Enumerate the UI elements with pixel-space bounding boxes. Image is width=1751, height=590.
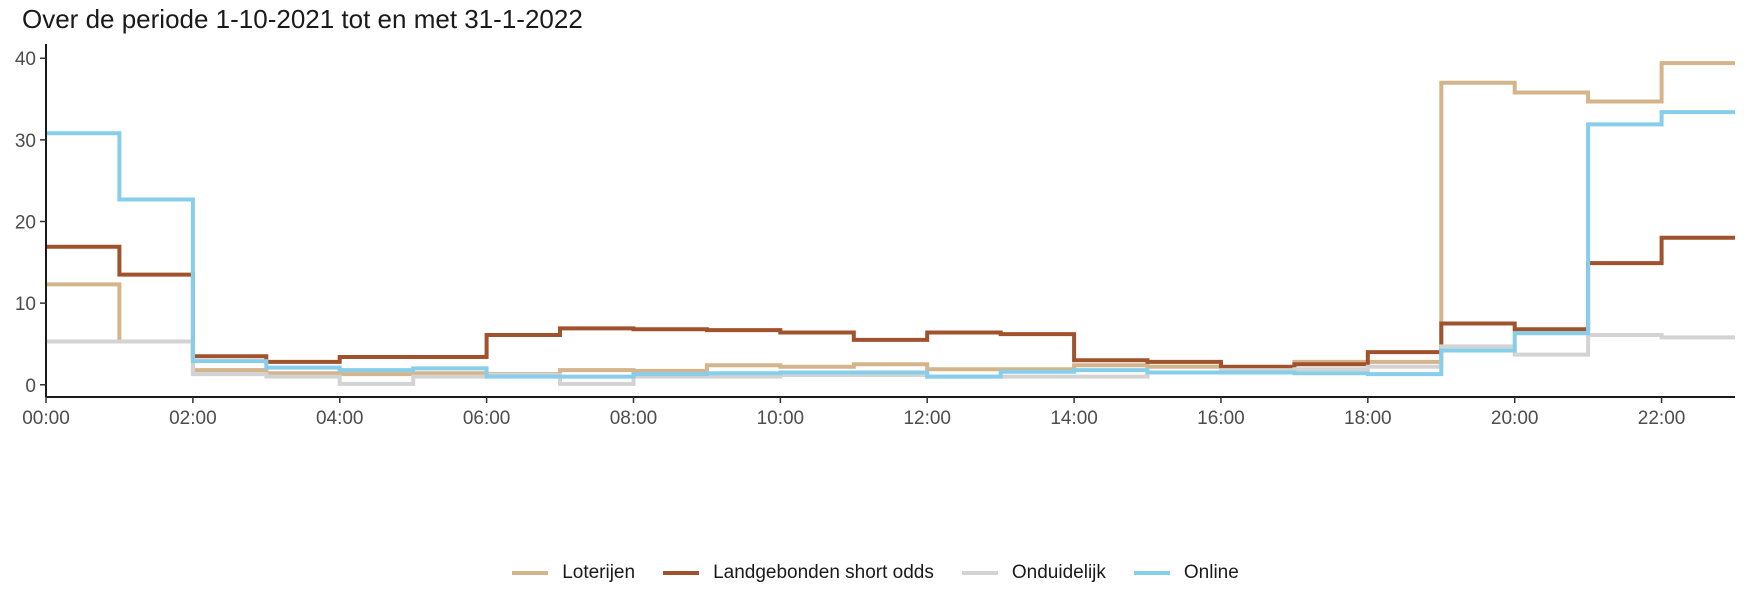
legend-item-landgebonden: Landgebonden short odds [663, 562, 934, 584]
series-line-onduidelijk [46, 333, 1735, 386]
x-tick-label: 22:00 [1638, 408, 1686, 429]
series-line-landgebonden-short-odds [46, 235, 1735, 369]
x-tick-label: 00:00 [22, 408, 70, 429]
x-tick-label: 12:00 [903, 408, 951, 429]
legend-swatch-online [1133, 571, 1170, 575]
legend-swatch-onduidelijk [961, 571, 998, 575]
legend-item-online: Online [1133, 562, 1239, 584]
y-tick-label: 10 [15, 294, 36, 315]
legend-swatch-landgebonden [663, 571, 700, 575]
axes-layer: 0 10 20 30 40 00:00 02:00 04:00 06:00 08:00 10:00 1… [15, 44, 1735, 429]
x-tick-label: 16:00 [1197, 408, 1245, 429]
chart-title: Over de periode 1-10-2021 tot en met 31-… [22, 4, 583, 34]
legend-label-onduidelijk: Onduidelijk [1011, 562, 1106, 583]
legend-item-loterijen: Loterijen [512, 562, 635, 584]
legend-swatch-loterijen [512, 571, 549, 575]
x-tick-label: 20:00 [1491, 408, 1539, 429]
legend: Loterijen Landgebonden short odds Onduid… [0, 562, 1751, 584]
x-tick-label: 02:00 [169, 408, 217, 429]
x-tick-label: 14:00 [1050, 408, 1098, 429]
y-tick-label: 0 [25, 376, 36, 397]
legend-label-online: Online [1183, 562, 1239, 583]
x-tick-label: 18:00 [1344, 408, 1392, 429]
y-tick-label: 20 [15, 213, 36, 234]
series-line-online [46, 110, 1735, 379]
x-tick-label: 10:00 [757, 408, 805, 429]
legend-item-onduidelijk: Onduidelijk [961, 562, 1106, 584]
series-layer [46, 61, 1735, 386]
x-tick-label: 06:00 [463, 408, 511, 429]
legend-label-loterijen: Loterijen [562, 562, 636, 583]
legend-label-landgebonden: Landgebonden short odds [713, 562, 934, 583]
series-line-loterijen [46, 61, 1735, 377]
y-tick-label: 30 [15, 131, 36, 152]
x-tick-label: 08:00 [610, 408, 658, 429]
x-tick-label: 04:00 [316, 408, 364, 429]
y-tick-label: 40 [15, 49, 36, 70]
